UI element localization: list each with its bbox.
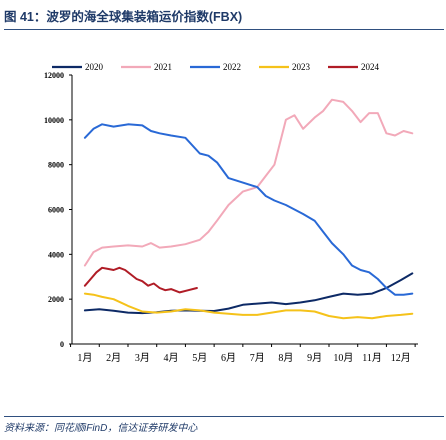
legend-label-2022: 2022 — [223, 62, 241, 72]
source-note: 资料来源：同花顺iFinD，信达证券研发中心 — [4, 423, 198, 434]
x-tick-label: 3月 — [135, 352, 150, 364]
x-tick-label: 4月 — [164, 352, 179, 364]
source-divider — [4, 416, 444, 417]
chart-title: 图 41：波罗的海全球集装箱运价指数(FBX) — [4, 10, 243, 24]
y-tick-label: 12000 — [44, 71, 64, 80]
series-lines — [83, 98, 414, 320]
y-tick-label: 4000 — [48, 250, 64, 259]
x-tick-label: 10月 — [333, 352, 353, 364]
y-tick-label: 0 — [60, 340, 64, 349]
x-tick-label: 1月 — [77, 352, 92, 364]
x-axis-ticks: 1月 2月 3月 4月 5月 6月 7月 8月 9月 10月 11月 12月 — [70, 344, 416, 364]
series-line-2021 — [83, 98, 414, 267]
legend-label-2021: 2021 — [154, 62, 172, 72]
title-divider — [4, 29, 444, 30]
legend-label-2020: 2020 — [85, 62, 104, 72]
x-tick-label: 7月 — [250, 352, 265, 364]
legend-label-2024: 2024 — [361, 62, 380, 72]
x-tick-label: 11月 — [362, 352, 382, 364]
series-line-2023 — [83, 292, 414, 320]
series-line-2024 — [83, 266, 198, 294]
legend: 2020 2021 2022 2023 2024 — [52, 62, 380, 72]
x-tick-label: 12月 — [391, 352, 411, 364]
y-tick-label: 8000 — [48, 161, 64, 170]
y-tick-label: 10000 — [44, 116, 64, 125]
x-tick-label: 2月 — [106, 352, 121, 364]
series-line-2020 — [83, 272, 414, 315]
x-tick-label: 6月 — [221, 352, 236, 364]
legend-label-2023: 2023 — [292, 62, 311, 72]
series-line-2022 — [83, 123, 414, 296]
y-tick-label: 6000 — [48, 206, 64, 215]
x-tick-label: 8月 — [278, 352, 293, 364]
y-axis-ticks: 0 2000 4000 6000 8000 10000 12000 — [44, 71, 72, 349]
y-tick-label: 2000 — [48, 295, 64, 304]
x-tick-label: 9月 — [307, 352, 322, 364]
x-tick-label: 5月 — [192, 352, 207, 364]
